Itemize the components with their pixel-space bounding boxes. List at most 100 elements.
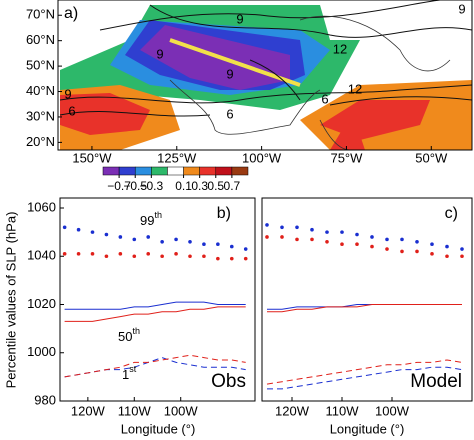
y-tick-label: 1060 [27, 199, 56, 214]
data-point [76, 227, 81, 232]
data-point [385, 247, 389, 251]
data-point [430, 252, 434, 256]
annotation-sup: th [132, 326, 140, 336]
contour-label: 12 [348, 81, 362, 96]
annotation-text: 1 [122, 367, 129, 382]
data-point [216, 256, 220, 261]
data-point [104, 254, 109, 259]
y-tick-label: 50°N [26, 58, 55, 73]
data-point [280, 235, 284, 239]
colorbar-label: 0.7 [224, 179, 241, 193]
map-field [58, 0, 472, 150]
data-point [415, 249, 419, 254]
data-point [118, 252, 123, 256]
data-point [310, 227, 314, 232]
annotation: 50th [118, 326, 140, 344]
contour-label: 6 [226, 106, 233, 121]
data-point [370, 235, 374, 239]
y-tick-label: 70°N [26, 7, 55, 22]
x-tick-label: 50°W [415, 150, 448, 165]
data-point [400, 237, 404, 242]
y-axis-label: Percentile values of SLP (hPa) [3, 212, 18, 389]
data-point [265, 235, 269, 239]
data-point [265, 223, 269, 227]
x-tick-label: 125°W [157, 150, 197, 165]
colorbar-box [151, 166, 168, 176]
data-point [340, 230, 344, 234]
y-tick-label: 1040 [27, 248, 56, 263]
data-line [64, 301, 246, 310]
contour-label: 9 [156, 46, 163, 61]
data-point [445, 244, 449, 249]
data-line [267, 304, 462, 313]
annotation-sup: st [129, 364, 137, 374]
data-point [132, 254, 137, 259]
data-point [243, 247, 248, 251]
colorbar-box [199, 166, 217, 176]
data-point [90, 252, 95, 256]
x-tick-label: 100°W [242, 150, 282, 165]
panel-tag: Obs [211, 371, 246, 392]
colorbar-box [102, 166, 120, 176]
data-point [325, 230, 329, 234]
data-point [460, 254, 464, 259]
y-tick-label: 20°N [26, 134, 55, 149]
colorbar-box [215, 166, 233, 176]
data-point [188, 239, 192, 244]
annotation-sup: th [154, 210, 162, 220]
data-point [104, 232, 109, 237]
x-tick-label: 75°W [330, 150, 363, 165]
map-frame [57, 0, 473, 151]
colorbar-box [167, 166, 184, 176]
colorbar-label: 0.3 [191, 179, 208, 193]
data-point [118, 235, 123, 239]
panel-label: c) [445, 205, 458, 222]
data-point [340, 242, 344, 246]
panel-label: a) [64, 5, 78, 22]
y-tick-label: 980 [34, 392, 56, 407]
data-point [76, 252, 81, 256]
contour-label: 9 [226, 66, 233, 81]
colorbar-label: −0.5 [123, 179, 147, 193]
x-tick-label: 120W [71, 403, 106, 418]
data-point [202, 254, 206, 259]
x-tick-label: 150°W [72, 150, 112, 165]
data-point [146, 235, 151, 239]
panel-frame [59, 197, 256, 402]
contour-label: 9 [236, 11, 243, 26]
data-point [280, 225, 284, 230]
data-point [90, 230, 95, 234]
contour-label: 9 [458, 1, 465, 16]
colorbar-box [134, 166, 152, 176]
x-tick-label: 120W [275, 403, 310, 418]
label-bg [60, 4, 88, 24]
data-point [174, 252, 178, 256]
colorbar-box [231, 166, 249, 176]
data-point [460, 247, 464, 251]
colorbar-label: 0.5 [207, 179, 224, 193]
panel-frame [261, 197, 473, 402]
y-tick-label: 40°N [26, 83, 55, 98]
annotation-text: 50 [118, 329, 132, 344]
annotation-text: 99 [140, 213, 154, 228]
data-point [229, 244, 234, 249]
data-line [64, 306, 246, 322]
data-point [295, 225, 299, 230]
data-point [400, 249, 404, 254]
data-point [385, 237, 389, 242]
contour-label: 6 [321, 91, 328, 106]
colorbar-label: −0.7 [107, 179, 131, 193]
data-point [160, 239, 164, 244]
x-tick-label: 110W [326, 403, 360, 418]
data-point [132, 237, 137, 242]
colorbar-box [183, 166, 200, 176]
data-line [267, 366, 463, 390]
y-tick-label: 60°N [26, 32, 55, 47]
colorbar-box [118, 166, 136, 176]
contour-label: 12 [333, 41, 347, 56]
y-tick-label: 1000 [27, 344, 56, 359]
data-point [355, 242, 359, 246]
y-tick-label: 30°N [26, 108, 55, 123]
data-point [325, 239, 329, 244]
